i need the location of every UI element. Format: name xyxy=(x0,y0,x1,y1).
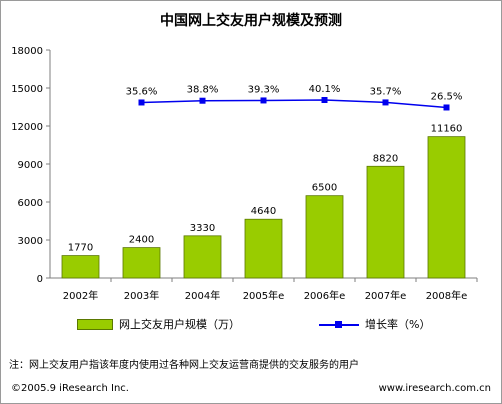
footnote: 注：网上交友用户指该年度内使用过各种网上交友运营商提供的交友服务的用户 xyxy=(9,360,359,371)
growth-value-label: 40.1% xyxy=(309,84,341,95)
legend-label-line: 增长率（%） xyxy=(365,318,431,331)
bar xyxy=(427,136,466,279)
bar xyxy=(305,195,344,279)
growth-value-label: 39.3% xyxy=(248,84,280,95)
growth-value-label: 35.7% xyxy=(370,86,402,97)
bar xyxy=(244,218,283,279)
y-tick-label: 3000 xyxy=(18,236,43,247)
bar-value-label: 8820 xyxy=(373,153,398,164)
x-tick-label: 2005年e xyxy=(243,289,285,302)
y-tick-label: 9000 xyxy=(18,160,43,171)
legend-item-line: 增长率（%） xyxy=(319,313,430,335)
x-tick-label: 2007年e xyxy=(365,289,407,302)
growth-value-label: 35.6% xyxy=(126,86,158,97)
legend-bar-swatch xyxy=(77,318,113,330)
bar xyxy=(366,165,405,279)
legend-line-swatch xyxy=(319,320,359,329)
growth-point xyxy=(260,97,267,104)
growth-line xyxy=(141,99,447,109)
bar-value-label: 3330 xyxy=(190,223,215,234)
growth-point xyxy=(321,97,328,103)
legend-item-bar: 网上交友用户规模（万） xyxy=(77,313,240,335)
bar-value-label: 6500 xyxy=(312,183,337,194)
bar xyxy=(183,235,222,279)
legend-label-bar: 网上交友用户规模（万） xyxy=(119,318,240,331)
growth-point xyxy=(138,99,145,106)
y-tick-label: 6000 xyxy=(18,198,43,209)
y-tick-label: 0 xyxy=(37,274,43,285)
x-tick-label: 2006年e xyxy=(304,289,346,302)
x-tick-label: 2003年 xyxy=(124,289,159,302)
growth-value-label: 38.8% xyxy=(187,85,219,96)
growth-point xyxy=(382,99,389,106)
plot-area: 0 3000 6000 9000 12000 15000 18000 1770 2002年 240… xyxy=(11,46,478,302)
y-tick-label: 18000 xyxy=(11,46,43,57)
x-tick-label: 2008年e xyxy=(426,289,468,302)
bar-value-label: 2400 xyxy=(129,235,154,246)
bar-value-label: 1770 xyxy=(68,243,93,254)
x-tick-label: 2002年 xyxy=(63,289,98,302)
bar-value-label: 11160 xyxy=(431,124,463,135)
legend: 网上交友用户规模（万） 增长率（%） xyxy=(1,313,501,335)
chart-title: 中国网上交友用户规模及预测 xyxy=(160,12,342,29)
bar xyxy=(122,247,161,279)
bar xyxy=(61,255,100,279)
chart-canvas: 中国网上交友用户规模及预测 0 3000 6000 9000 12000 15000 180… xyxy=(11,12,478,302)
copyright-text: ©2005.9 iResearch Inc. xyxy=(11,383,129,394)
y-tick-label: 12000 xyxy=(11,122,43,133)
growth-point xyxy=(443,104,450,111)
source-url[interactable]: www.iresearch.com.cn xyxy=(378,383,491,394)
bar-value-label: 4640 xyxy=(251,206,276,217)
y-tick-label: 15000 xyxy=(11,84,43,95)
growth-point xyxy=(199,97,206,104)
x-tick-label: 2004年 xyxy=(185,289,220,302)
growth-value-label: 26.5% xyxy=(431,91,463,102)
